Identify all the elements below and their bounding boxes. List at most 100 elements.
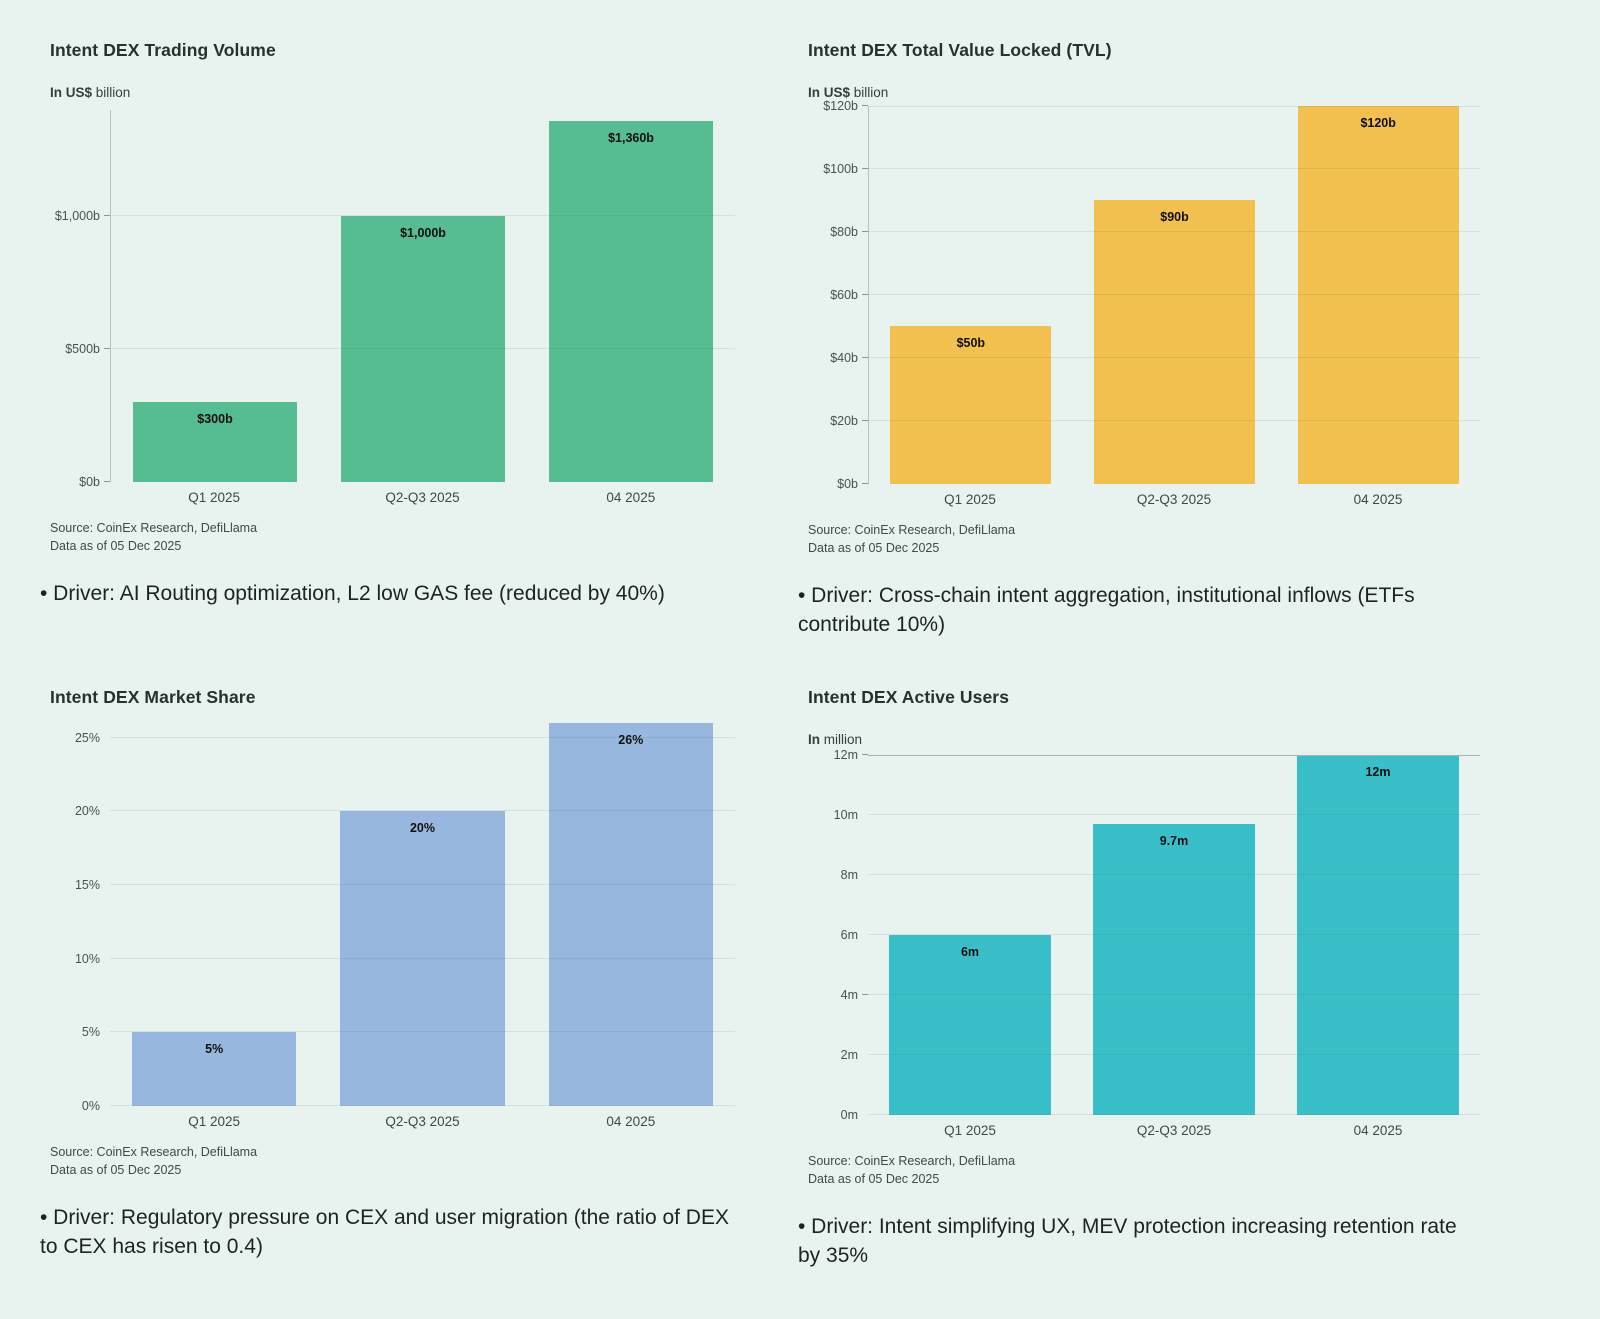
bar-market-share-2: 20%	[340, 811, 505, 1106]
bar-slot: 5%	[110, 723, 318, 1106]
unit-label-bold: In US$	[50, 85, 93, 100]
bar-slot: $50b	[869, 106, 1073, 484]
bar-slot: 6m	[868, 755, 1072, 1115]
bar-tvl-3: $120b	[1297, 106, 1459, 484]
bar-slot: 9.7m	[1072, 755, 1276, 1115]
unit-label-rest: million	[820, 732, 863, 747]
y-tick-label: 12m	[833, 748, 858, 762]
bar-trading-volume-2: $1,000b	[340, 216, 506, 482]
y-tick-label: 6m	[840, 928, 858, 942]
x-axis-label: Q2-Q3 2025	[1136, 492, 1212, 507]
y-axis: 0m 2m 4m 6m 8m 10m 12m	[808, 748, 868, 1122]
data-as-of-line: Data as of 05 Dec 2025	[50, 1163, 182, 1177]
y-tick-label: 2m	[840, 1048, 858, 1062]
y-tick-label: 10%	[74, 952, 100, 966]
unit-label-bold: In	[808, 732, 820, 747]
bar-slot: 26%	[527, 723, 735, 1106]
data-as-of-line: Data as of 05 Dec 2025	[50, 539, 182, 553]
y-tick-label: 5%	[81, 1025, 100, 1039]
x-axis-label: Q1 2025	[188, 1114, 241, 1129]
y-tick-label: $40b	[830, 351, 858, 365]
x-axis-label: Q1 2025	[944, 492, 996, 507]
chart-active-users: Intent DEX Active Users In million 0m 2m 4…	[798, 685, 1480, 1270]
bar-slot: 12m	[1276, 755, 1480, 1115]
y-tick-mark	[862, 483, 868, 484]
chart-title: Intent DEX Active Users	[808, 687, 1010, 707]
x-axis-label: Q2-Q3 2025	[385, 1114, 460, 1129]
bars: 6m 9.7m 12m	[868, 755, 1480, 1115]
y-tick-mark	[862, 168, 868, 169]
unit-label-rest: billion	[850, 85, 889, 100]
bar-slot: 20%	[318, 723, 526, 1106]
bar-active-users-1: 6m	[889, 935, 1051, 1115]
y-tick-label: 0m	[840, 1108, 858, 1122]
chart-market-share: Intent DEX Market Share 0% 5% 10% 15% 20% 25%…	[40, 685, 735, 1270]
y-tick-mark	[862, 420, 868, 421]
bar-value-label: 12m	[1365, 765, 1391, 779]
bar-value-label: $1,000b	[400, 226, 446, 240]
bar-value-label: 5%	[205, 1042, 224, 1056]
bar-value-label: 26%	[618, 733, 644, 747]
bar-active-users-3: 12m	[1297, 755, 1459, 1115]
bars: $300b $1,000b $1,360b	[111, 110, 735, 482]
x-axis-labels: Q1 2025 Q2-Q3 2025 04 2025	[50, 1114, 735, 1129]
y-tick-label: 15%	[74, 878, 100, 892]
y-tick-mark	[862, 231, 868, 232]
y-tick-label: 10m	[833, 808, 858, 822]
bar-slot: $90b	[1073, 106, 1277, 484]
y-tick-label: $120b	[823, 99, 858, 113]
chart-unit-label: In US$ billion	[50, 84, 735, 102]
chart-tvl: Intent DEX Total Value Locked (TVL) In U…	[798, 38, 1480, 639]
y-tick-mark	[104, 481, 110, 482]
bar-value-label: $1,360b	[608, 131, 654, 145]
y-tick-label: $0b	[837, 477, 858, 491]
y-tick-mark	[862, 754, 868, 755]
plot-area: 6m 9.7m 12m	[868, 755, 1480, 1115]
source-note: Source: CoinEx Research, DefiLlama Data …	[50, 519, 735, 555]
bars: 5% 20% 26%	[110, 723, 735, 1106]
source-note: Source: CoinEx Research, DefiLlama Data …	[50, 1143, 735, 1179]
x-axis-label: 04 2025	[1353, 492, 1403, 507]
unit-label-bold: In US$	[808, 85, 851, 100]
y-tick-label: $0b	[79, 475, 100, 489]
plot-row: 0m 2m 4m 6m 8m 10m 12m 6m 9.7m 12m	[808, 748, 1480, 1122]
chart-unit-label: In US$ billion	[808, 84, 1480, 102]
y-tick-label: 0%	[81, 1099, 100, 1113]
y-tick-label: $1,000b	[54, 209, 100, 223]
bar-value-label: 9.7m	[1159, 834, 1189, 848]
bar-value-label: $50b	[956, 336, 986, 350]
y-tick-mark	[862, 105, 868, 106]
data-as-of-line: Data as of 05 Dec 2025	[808, 1172, 940, 1186]
x-axis-label: Q1 2025	[188, 490, 241, 505]
x-axis-labels: Q1 2025 Q2-Q3 2025 04 2025	[808, 1123, 1480, 1138]
bar-value-label: 20%	[409, 821, 435, 835]
driver-note: • Driver: Regulatory pressure on CEX and…	[40, 1206, 729, 1258]
source-line: Source: CoinEx Research, DefiLlama	[50, 521, 258, 535]
y-tick-label: $500b	[65, 342, 100, 356]
y-tick-label: $100b	[823, 162, 858, 176]
chart-trading-volume: Intent DEX Trading Volume In US$ billion…	[40, 38, 735, 639]
y-tick-mark	[862, 294, 868, 295]
source-line: Source: CoinEx Research, DefiLlama	[808, 523, 1016, 537]
source-line: Source: CoinEx Research, DefiLlama	[50, 1145, 258, 1159]
y-tick-mark	[862, 994, 868, 995]
bar-value-label: $300b	[197, 412, 233, 426]
plot-area: 5% 20% 26%	[110, 723, 735, 1106]
y-tick-label: $80b	[830, 225, 858, 239]
y-axis: 0% 5% 10% 15% 20% 25%	[50, 709, 110, 1113]
chart-unit-label: In million	[808, 731, 1480, 749]
y-tick-label: 25%	[74, 731, 100, 745]
bars: $50b $90b $120b	[869, 106, 1480, 484]
x-axis-label: 04 2025	[1353, 1123, 1403, 1138]
x-axis-labels: Q1 2025 Q2-Q3 2025 04 2025	[50, 490, 735, 505]
source-note: Source: CoinEx Research, DefiLlama Data …	[808, 1152, 1480, 1188]
bar-slot: $300b	[111, 110, 319, 482]
chart-title: Intent DEX Total Value Locked (TVL)	[808, 40, 1112, 60]
chart-title: Intent DEX Market Share	[50, 687, 256, 707]
x-axis-labels: Q1 2025 Q2-Q3 2025 04 2025	[808, 492, 1480, 507]
y-tick-mark	[862, 357, 868, 358]
bar-trading-volume-3: $1,360b	[548, 121, 714, 482]
plot-row: 0% 5% 10% 15% 20% 25% 5% 20% 26%	[50, 709, 735, 1113]
bar-active-users-2: 9.7m	[1093, 824, 1255, 1115]
y-tick-label: 8m	[840, 868, 858, 882]
